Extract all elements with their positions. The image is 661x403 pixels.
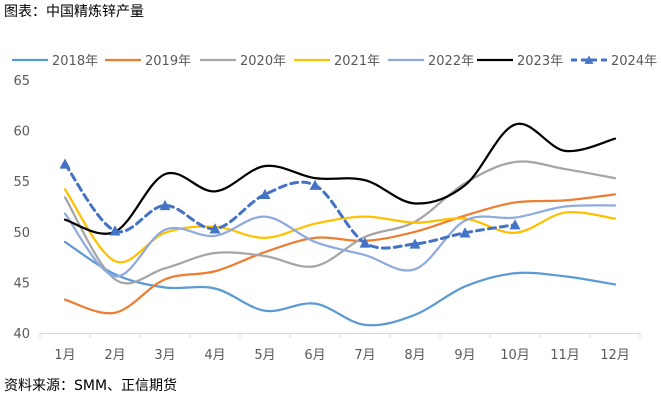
y-tick-label: 40	[13, 327, 30, 342]
x-axis: 1月 2月 3月 4月 5月 6月 7月 8月 9月 10月 11月 12月	[39, 333, 641, 363]
series-point-2024	[109, 225, 121, 236]
y-tick-label: 55	[13, 175, 30, 190]
series-line-2020	[63, 160, 617, 285]
series-point-2024	[309, 179, 321, 190]
chart-caption: 图表：中国精炼锌产量	[4, 4, 144, 20]
legend-label-2024: 2024年	[611, 54, 657, 69]
series-line-2018	[63, 240, 617, 327]
series-point-2024	[259, 188, 271, 200]
x-tick-label: 8月	[404, 348, 425, 363]
series-point-2024	[409, 238, 421, 249]
series-point-2024	[159, 199, 171, 211]
x-tick-label: 12月	[600, 348, 630, 363]
series-point-2024	[509, 219, 521, 230]
y-tick-label: 65	[13, 74, 30, 89]
series-line-2019	[63, 193, 617, 315]
legend-label-2023: 2023年	[517, 54, 563, 69]
x-tick-label: 3月	[154, 348, 175, 363]
legend-marker-2024	[584, 55, 594, 64]
y-tick-label: 50	[13, 226, 30, 241]
series-line-2022	[63, 204, 617, 278]
legend-label-2019: 2019年	[145, 54, 191, 69]
x-tick-label: 4月	[204, 348, 225, 363]
y-axis: 40 45 50 55 60 65	[13, 74, 30, 342]
legend-label-2022: 2022年	[428, 54, 474, 69]
plot-area	[59, 122, 617, 327]
x-tick-label: 7月	[354, 348, 375, 363]
y-tick-label: 45	[13, 276, 30, 291]
x-tick-label: 5月	[254, 348, 275, 363]
series-point-2024	[59, 158, 71, 169]
source-note: 资料来源：SMM、正信期货	[4, 378, 178, 394]
y-tick-label: 60	[13, 125, 30, 140]
x-tick-label: 11月	[550, 348, 580, 363]
x-tick-label: 2月	[104, 348, 125, 363]
series-point-2024	[359, 237, 371, 248]
x-tick-label: 9月	[454, 348, 475, 363]
x-tick-label: 6月	[304, 348, 325, 363]
series-point-2024	[459, 227, 471, 238]
legend-label-2021: 2021年	[334, 54, 380, 69]
x-tick-label: 10月	[500, 348, 530, 363]
series-point-2024	[209, 223, 221, 234]
series-line-2023	[63, 122, 617, 235]
legend-label-2020: 2020年	[240, 54, 286, 69]
legend-label-2018: 2018年	[52, 54, 98, 69]
chart-legend: 2018年 2019年 2020年 2021年 2022年 2023年 2024年	[12, 54, 657, 69]
series-line-2024	[63, 162, 517, 250]
x-tick-label: 1月	[54, 348, 75, 363]
